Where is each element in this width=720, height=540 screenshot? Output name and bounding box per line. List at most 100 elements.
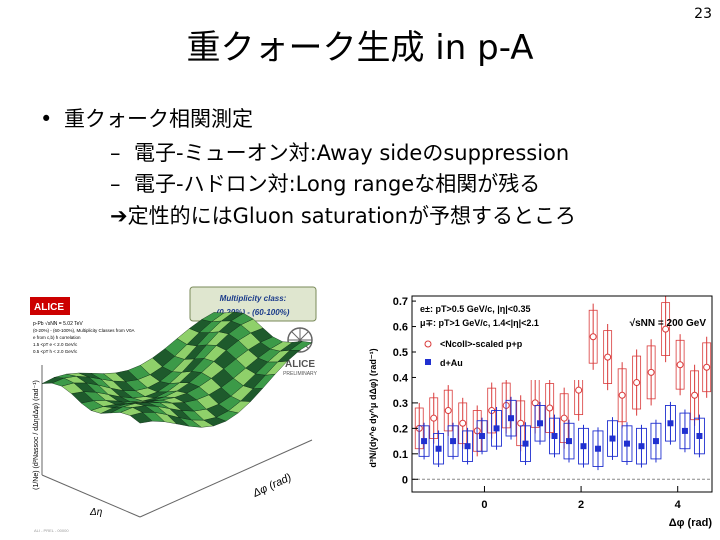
legend-dau-label: d+Au: [440, 358, 463, 368]
legend-pp-marker-icon: [424, 340, 432, 348]
dau-point: [522, 440, 529, 447]
legend-muon-cut: μ∓: pT>1 GeV/c, 1.4<|η|<2.1: [420, 318, 539, 328]
dau-point: [450, 438, 457, 445]
legend-electron-cut: e±: pT>0.5 GeV/c, |η|<0.35: [420, 304, 531, 314]
y-tick-label: 0.1: [393, 449, 408, 461]
correlation-surface: [41, 311, 313, 428]
pp-point: [560, 414, 568, 422]
dau-point: [667, 420, 674, 427]
dash-icon: –: [110, 140, 121, 165]
alice-logo-sub: PRELIMINARY: [283, 371, 317, 377]
y-tick-label: 0: [402, 474, 408, 486]
legend-background: [416, 300, 586, 380]
bullet-sub-1-text: 電子-ミューオン対:Away sideのsuppression: [134, 140, 570, 165]
phi-axis-line: [139, 439, 313, 518]
pp-sys-box: [617, 368, 627, 423]
dau-point: [696, 433, 703, 439]
dau-point: [508, 415, 515, 422]
bullet-dot-icon: •: [40, 107, 53, 131]
pp-sys-box: [603, 330, 613, 384]
dash-icon: –: [110, 172, 121, 196]
dau-point: [609, 435, 616, 442]
dau-point: [580, 443, 587, 450]
bullet-sub-2: – 電子-ハドロン対:Long rangeな相関が残る: [110, 169, 576, 201]
dau-point: [421, 438, 428, 445]
energy-label: √sNN = 200 GeV: [630, 318, 707, 329]
dau-point: [435, 445, 442, 452]
legend-dau-marker-icon: [425, 359, 431, 365]
x-axis-label: Δφ (rad): [669, 517, 713, 529]
pp-point: [604, 353, 612, 361]
eta-axis-line: [41, 474, 141, 518]
slide-title: 重クォーク生成 in p-A: [186, 28, 534, 68]
pp-sys-box: [646, 345, 656, 400]
plot-frame: [411, 295, 713, 493]
x-tick-label: 2: [578, 499, 584, 511]
multiplicity-class-header: Multiplicity class:: [220, 294, 287, 303]
alice-logo: ALICE PRELIMINARY: [283, 327, 318, 377]
bullet-sub-2-text: 電子-ハドロン対:Long rangeな相関が残る: [134, 172, 541, 196]
chart-legend: e±: pT>0.5 GeV/c, |η|<0.35 μ∓: pT>1 GeV/c…: [416, 300, 706, 380]
pp-sys-box: [632, 355, 642, 410]
info-line: 1.5 <pT e < 2.0 GeV/c: [33, 342, 78, 347]
bullet-conclusion: ➔定性的にはGluon saturationが予想するところ: [110, 201, 576, 233]
dau-point: [652, 438, 659, 445]
x-tick-label: 4: [675, 499, 682, 511]
alice-logo-spokes-icon: [288, 328, 312, 352]
dau-point: [551, 433, 558, 439]
y-tick-label: 0.3: [393, 398, 408, 410]
y-tick-label: 0.2: [393, 423, 408, 435]
pp-sys-box: [588, 309, 598, 364]
pp-point: [691, 391, 699, 399]
pp-point: [676, 361, 684, 369]
dau-point: [681, 427, 688, 434]
pp-point: [444, 407, 452, 415]
plot-area: [414, 296, 712, 471]
dau-point: [493, 425, 500, 432]
alice-badge-label: ALICE: [34, 302, 64, 313]
alice-badge: [30, 297, 70, 315]
dau-point: [464, 443, 471, 450]
dau-point: [566, 438, 573, 445]
x-tick-label: 0: [481, 499, 487, 511]
y-tick-label: 0.6: [393, 322, 408, 334]
y-tick-label: 0.7: [393, 296, 408, 308]
pp-sys-box: [661, 302, 671, 356]
dau-point: [537, 420, 544, 427]
dau-point: [623, 440, 630, 447]
pp-point: [589, 333, 597, 341]
y-tick-label: 0.5: [393, 347, 408, 359]
pp-point: [575, 386, 583, 394]
y-axis-label: d³N/(dy^e dy^μ dΔφ) (rad⁻¹): [368, 348, 378, 467]
info-line: e from c,b) h correlation: [33, 335, 81, 340]
surface-cell: [201, 312, 225, 322]
pp-sys-box: [702, 342, 712, 393]
eta-axis-label: Δη: [89, 507, 103, 518]
bullet-list: • 重クォーク相関測定 – 電子-ミューオン対:Away sideのsuppress…: [40, 104, 576, 232]
figure-footer: ALI - PREL - 00000: [34, 528, 69, 533]
pp-point: [647, 368, 655, 376]
pp-point: [618, 391, 626, 399]
surface-axes: [41, 365, 313, 518]
alice-correlation-figure: ALICE Multiplicity class: (0-20%) - (60-…: [30, 285, 320, 535]
bullet-main-text: 重クォーク相関測定: [64, 107, 253, 131]
info-line: 0.5 <pT h < 2.0 GeV/c: [33, 349, 78, 354]
pp-point: [703, 363, 711, 371]
pp-point: [662, 325, 670, 333]
info-line: p-Pb √sNN = 5.02 TeV: [33, 320, 83, 327]
pp-point: [430, 414, 438, 422]
z-axis-label: (1/Ne) (d²Nassoc / dΔηdΔφ) (rad⁻¹): [33, 380, 40, 490]
multiplicity-class-value: (0-20%) - (60-100%): [217, 308, 290, 317]
chart-axes: 0 0.1 0.2 0.3 0.4 0.5 0.6 0.7 0 2 4: [393, 295, 713, 511]
info-line: (0-20%) - (60-100%), Multiplicity Classe…: [33, 328, 135, 333]
dau-point: [638, 443, 645, 450]
dau-point: [479, 433, 486, 439]
pp-point: [546, 404, 554, 412]
y-tick-label: 0.4: [393, 372, 409, 384]
pp-point: [633, 379, 641, 387]
emu-correlation-chart: 0 0.1 0.2 0.3 0.4 0.5 0.6 0.7 0 2 4 e±: pT>0.5 GeV…: [362, 288, 716, 535]
slide-number: 23: [694, 6, 712, 22]
bullet-sub-1: – 電子-ミューオン対:Away sideのsuppression: [110, 138, 576, 170]
bullet-conclusion-text: 定性的にはGluon saturationが予想するところ: [127, 203, 576, 228]
dau-point: [594, 445, 601, 452]
